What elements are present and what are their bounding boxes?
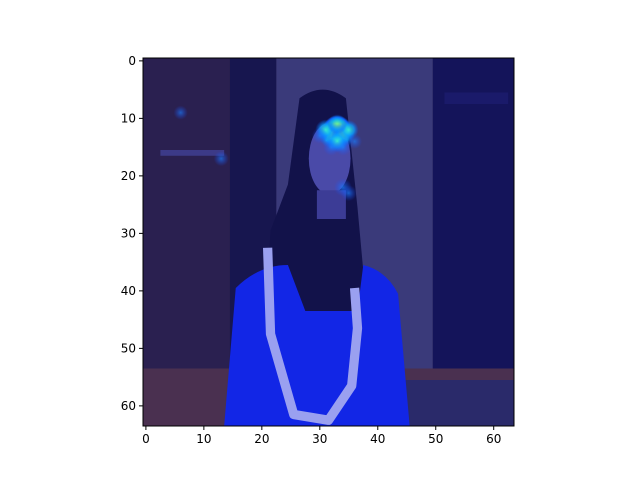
saliency-hotspot: [347, 133, 363, 149]
saliency-hotspot: [327, 114, 348, 134]
x-tick-label: 20: [254, 432, 269, 446]
x-tick-label: 10: [196, 432, 211, 446]
saliency-hotspot: [322, 138, 340, 156]
y-tick-label: 20: [121, 169, 136, 183]
x-axis: 0 10 20 30 40 50 60: [142, 426, 501, 446]
y-tick-label: 50: [121, 341, 136, 355]
saliency-overlay: [173, 105, 363, 202]
y-tick-label: 40: [121, 284, 136, 298]
saliency-hotspot: [213, 151, 229, 167]
y-tick-label: 30: [121, 226, 136, 240]
x-tick-label: 50: [428, 432, 443, 446]
x-tick-label: 40: [370, 432, 385, 446]
saliency-hotspot: [173, 105, 188, 120]
x-tick-label: 30: [312, 432, 327, 446]
y-tick-label: 60: [121, 399, 136, 413]
x-tick-label: 0: [142, 432, 150, 446]
x-tick-label: 60: [486, 432, 501, 446]
y-axis: 0 10 20 30 40 50 60: [121, 54, 143, 413]
heatmap-image: [143, 58, 514, 426]
saliency-hotspot: [340, 185, 357, 202]
scene-left-shelf: [160, 150, 225, 156]
scene-right-ledge: [444, 92, 509, 104]
scene-left-panel: [143, 58, 230, 426]
scene-floor-right: [392, 380, 514, 426]
y-tick-label: 10: [121, 111, 136, 125]
y-tick-label: 0: [128, 54, 136, 68]
scene-necklace: [262, 247, 363, 425]
saliency-hotspot: [311, 127, 328, 144]
plot-frame: [142, 57, 515, 427]
scene-right-panel: [432, 58, 514, 426]
